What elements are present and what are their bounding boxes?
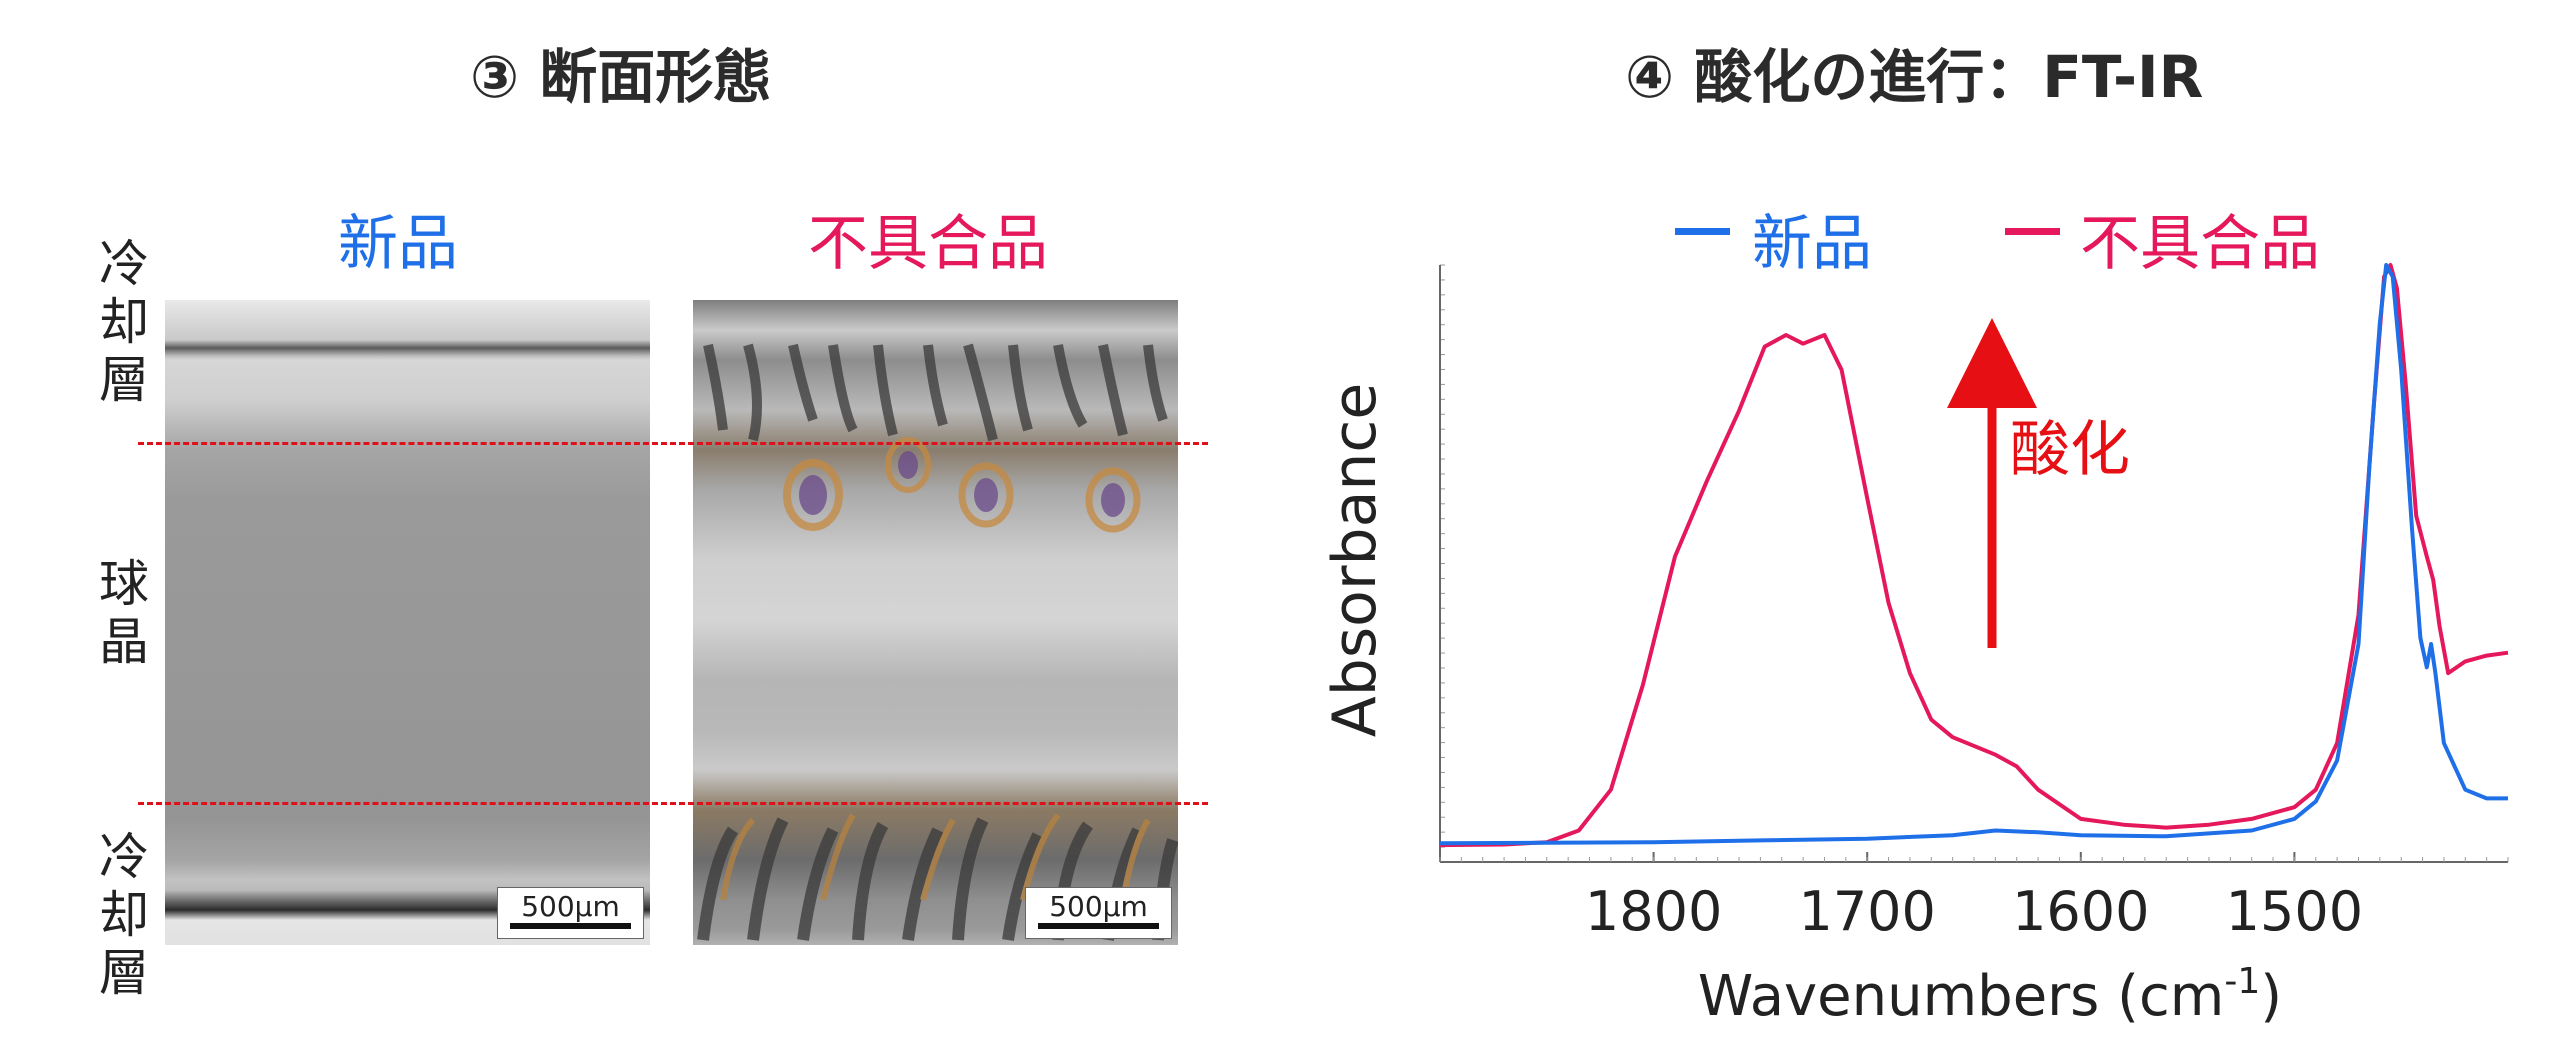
x-axis-label-close: ) (2260, 964, 2282, 1029)
x-tick-label: 1800 (1585, 880, 1722, 943)
series-line (1439, 263, 2509, 848)
x-tick-marks (1439, 852, 2509, 862)
layer-label-top: 冷却層 (99, 235, 149, 409)
boundary-line-lower (138, 802, 1208, 805)
scalebar-bad-line (1038, 923, 1159, 929)
right-panel-title: ④ 酸化の進行：FT-IR (1625, 43, 2204, 111)
bad-column-label: 不具合品 (808, 209, 1048, 279)
boundary-line-upper (138, 442, 1208, 445)
legend-swatch-new (1675, 228, 1730, 235)
scalebar-bad-label: 500μm (1049, 890, 1148, 923)
layer-label-middle: 球晶 (99, 555, 149, 671)
x-axis-label-sup: -1 (2224, 961, 2260, 1002)
scalebar-new-line (510, 923, 631, 929)
scalebar-bad: 500μm (1025, 887, 1172, 939)
defective-product-micrograph: 500μm (693, 300, 1178, 945)
legend-swatch-bad (2005, 228, 2060, 235)
scalebar-new-label: 500μm (521, 890, 620, 923)
x-axis-label: Wavenumbers (cm-1) (1698, 961, 2282, 1029)
x-tick-label: 1600 (2012, 880, 2149, 943)
x-tick-label: 1500 (2226, 880, 2363, 943)
legend-label-new: 新品 (1752, 209, 1872, 279)
x-axis-label-main: Wavenumbers (cm (1698, 964, 2224, 1029)
new-column-label: 新品 (338, 209, 458, 279)
series-line (1439, 263, 2508, 846)
y-axis-ticks (1440, 264, 1445, 863)
x-tick-label: 1700 (1798, 880, 1935, 943)
oxidation-annotation: 酸化 (2010, 415, 2130, 485)
layer-label-bottom: 冷却層 (99, 828, 149, 1002)
new-product-micrograph: 500μm (165, 300, 650, 945)
legend: 新品 不具合品 (1670, 195, 2350, 279)
y-axis-label: Absorbance (1320, 383, 1390, 738)
legend-label-bad: 不具合品 (2080, 209, 2320, 279)
x-tick-labels: 1800 1700 1600 1500 (1585, 880, 2363, 943)
left-panel-title: ③ 断面形態 (470, 43, 772, 111)
micrograph-texture (697, 343, 1178, 941)
scalebar-new: 500μm (497, 887, 644, 939)
series-layer (1439, 263, 2509, 848)
